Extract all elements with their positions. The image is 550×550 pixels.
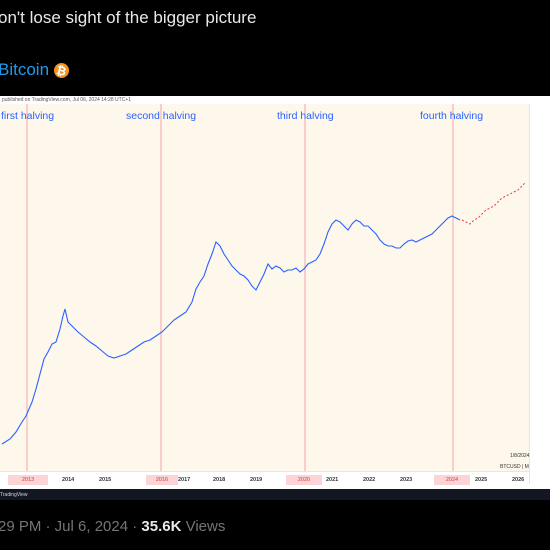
price-scale xyxy=(529,104,550,484)
tradingview-logo: TradingView xyxy=(0,492,28,498)
halving-year-2016: 2016 xyxy=(146,475,178,485)
chart-publish-info: published on TradingView.com, Jul 06, 20… xyxy=(2,97,132,103)
halving-year-2020: 2020 xyxy=(286,475,322,485)
halving-year-2024: 2024 xyxy=(434,475,470,485)
chart-background xyxy=(0,104,530,471)
tweet-timestamp[interactable]: 29 PM · Jul 6, 2024 · xyxy=(0,518,142,535)
bitcoin-icon: ₿ xyxy=(52,60,71,80)
last-bar-date: 1/8/2024 xyxy=(510,453,530,459)
hashtag-link[interactable]: Bitcoin ₿ xyxy=(0,60,71,80)
price-series-line xyxy=(1,215,461,445)
time-axis-line xyxy=(0,471,530,472)
year-2014: 2014 xyxy=(62,477,75,483)
year-2025: 2025 xyxy=(475,477,488,483)
tradingview-footer xyxy=(0,489,550,500)
year-2023: 2023 xyxy=(400,477,413,483)
tweet-text: on't lose sight of the bigger picture xyxy=(0,8,257,27)
year-2022: 2022 xyxy=(363,477,376,483)
year-2021: 2021 xyxy=(326,477,339,483)
year-2026: 2026 xyxy=(512,477,525,483)
year-2019: 2019 xyxy=(250,477,263,483)
tweet-media-chart[interactable]: published on TradingView.com, Jul 06, 20… xyxy=(0,96,550,500)
halving-year-2013: 2013 xyxy=(8,475,48,485)
tweet-meta: 29 PM · Jul 6, 2024 · 35.6K Views xyxy=(0,518,225,535)
projection-series-line xyxy=(461,181,527,225)
price-chart xyxy=(0,104,530,471)
views-label: Views xyxy=(181,518,226,535)
views-count: 35.6K xyxy=(141,518,182,535)
year-2017: 2017 xyxy=(178,477,191,483)
hashtag-label: Bitcoin xyxy=(0,60,50,79)
first-halving-label: first halving xyxy=(1,110,55,122)
year-2018: 2018 xyxy=(213,477,226,483)
fourth-halving-label: fourth halving xyxy=(420,110,484,122)
year-2015: 2015 xyxy=(99,477,112,483)
third-halving-label: third halving xyxy=(277,110,334,122)
symbol-label: BTCUSD | M xyxy=(500,464,529,470)
second-halving-label: second halving xyxy=(126,110,197,122)
